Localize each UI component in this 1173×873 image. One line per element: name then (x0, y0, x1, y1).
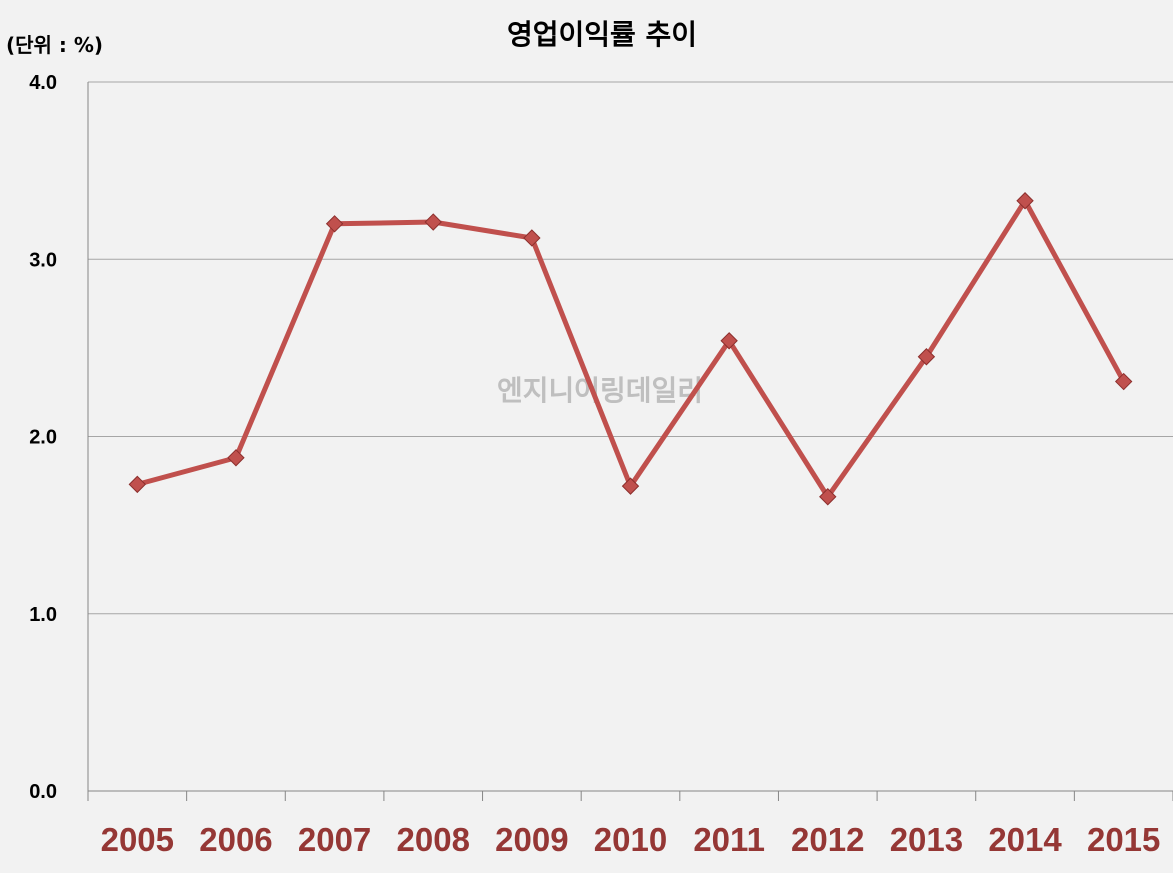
data-point (819, 488, 837, 506)
data-point (227, 449, 245, 467)
y-tick-label: 4.0 (29, 72, 57, 94)
x-tick-label: 2008 (397, 821, 470, 858)
data-point (1016, 192, 1034, 210)
y-tick-labels: 0.0 1.0 2.0 3.0 4.0 (29, 72, 57, 803)
y-tick-label: 1.0 (29, 604, 57, 626)
x-tick-label: 2006 (199, 821, 272, 858)
x-tick-label: 2015 (1087, 821, 1160, 858)
y-tick-label: 0.0 (29, 781, 57, 803)
data-point (917, 348, 936, 366)
x-tick-label: 2009 (495, 821, 568, 858)
x-tick-label: 2010 (594, 821, 667, 858)
unit-label: (단위 : %) (6, 33, 103, 57)
y-tick-label: 2.0 (29, 427, 57, 449)
x-tick-label: 2013 (890, 821, 963, 858)
data-point (325, 215, 344, 233)
data-point (621, 477, 640, 495)
chart-title: 영업이익률 추이 (507, 18, 697, 51)
x-tick-label: 2005 (101, 821, 174, 858)
watermark-text: 엔지니어링데일리 (497, 374, 703, 407)
data-point (424, 213, 442, 231)
series-line (134, 198, 1127, 500)
data-point (523, 229, 541, 247)
axes (87, 82, 1173, 801)
data-point (1114, 372, 1133, 391)
series-layer (128, 192, 1133, 506)
x-tick-label: 2012 (791, 821, 864, 858)
x-tick-label: 2011 (693, 821, 765, 858)
data-point (720, 332, 738, 350)
x-tick-label: 2007 (298, 821, 371, 858)
gridlines (88, 81, 1173, 615)
x-tick-labels: 2005 2006 2007 2008 2009 2010 2011 2012 2013 2014… (101, 821, 1161, 858)
y-tick-label: 3.0 (29, 249, 57, 271)
data-point (128, 475, 147, 494)
x-tick-label: 2014 (988, 821, 1062, 858)
